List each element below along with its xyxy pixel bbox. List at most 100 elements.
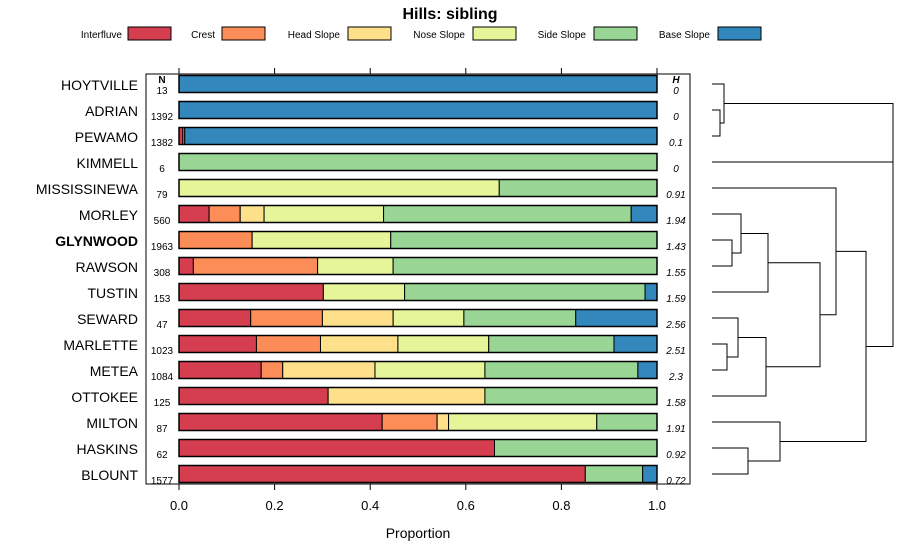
- dendrogram-link-6: [712, 343, 728, 371]
- h-value-morley: 1.94: [666, 216, 686, 227]
- bar-metea-interfluve: [178, 361, 262, 379]
- bar-marlette-crest: [255, 335, 321, 353]
- dendrogram-link-13: [780, 250, 867, 442]
- bar-mississinewa-side-slope: [498, 179, 658, 197]
- legend-label-side-slope: Side Slope: [538, 30, 587, 41]
- bar-outline-hoytville: [178, 74, 658, 94]
- n-value-tustin: 153: [154, 294, 171, 305]
- bar-metea-nose-slope: [374, 361, 486, 379]
- legend-swatch-crest: [221, 26, 266, 41]
- bar-seward-interfluve: [178, 309, 252, 327]
- bar-milton-head-slope: [436, 413, 450, 431]
- chart-title: Hills: sibling: [402, 6, 497, 23]
- bar-tustin-side-slope: [404, 283, 646, 301]
- h-column-header: H: [672, 75, 680, 86]
- bar-milton-side-slope: [596, 413, 658, 431]
- row-marlette: MARLETTE 1023 2.51: [63, 334, 686, 357]
- bar-outline-ottokee: [178, 386, 658, 406]
- n-value-hoytville: 13: [156, 86, 168, 97]
- row-label-blount: BLOUNT: [81, 467, 138, 483]
- bar-ottokee-head-slope: [327, 387, 486, 405]
- bar-ottokee-interfluve: [178, 387, 329, 405]
- row-label-tustin: TUSTIN: [87, 285, 138, 301]
- legend-swatch-base-slope: [717, 26, 762, 41]
- bar-glynwood-side-slope: [390, 231, 658, 249]
- dendrogram-link-8: [712, 337, 767, 397]
- x-tick-label-4: 0.8: [552, 498, 570, 513]
- h-value-seward: 2.56: [665, 320, 686, 331]
- dendrogram-link-14: [712, 161, 894, 347]
- n-value-marlette: 1023: [151, 346, 174, 357]
- row-label-haskins: HASKINS: [77, 441, 138, 457]
- row-label-adrian: ADRIAN: [85, 103, 138, 119]
- bar-pewamo-base-slope: [184, 127, 658, 145]
- h-value-milton: 1.91: [666, 424, 685, 435]
- h-value-ottokee: 1.58: [666, 398, 686, 409]
- dendrogram-link-9: [766, 262, 821, 368]
- bar-seward-crest: [250, 309, 323, 327]
- n-value-ottokee: 125: [154, 398, 171, 409]
- bar-marlette-interfluve: [178, 335, 257, 353]
- bar-ottokee-side-slope: [484, 387, 658, 405]
- n-value-adrian: 1392: [151, 112, 174, 123]
- bar-marlette-side-slope: [488, 335, 615, 353]
- bar-glynwood-crest: [178, 231, 253, 249]
- row-label-seward: SEWARD: [77, 311, 138, 327]
- row-label-hoytville: HOYTVILLE: [61, 77, 138, 93]
- x-tick-label-2: 0.4: [361, 498, 379, 513]
- n-column-header: N: [158, 75, 165, 86]
- bar-outline-haskins: [178, 438, 658, 458]
- legend-label-head-slope: Head Slope: [288, 30, 341, 41]
- row-label-marlette: MARLETTE: [63, 337, 138, 353]
- legend-swatch-nose-slope: [472, 26, 517, 41]
- h-value-mississinewa: 0.91: [666, 190, 685, 201]
- bar-outline-kimmell: [178, 152, 658, 172]
- h-value-hoytville: 0: [673, 86, 679, 97]
- bar-outline-milton: [178, 412, 658, 432]
- row-pewamo: PEWAMO 1382 0.1: [75, 126, 683, 149]
- row-blount: BLOUNT 1577 0.72: [81, 464, 686, 487]
- row-ottokee: OTTOKEE 125 1.58: [71, 386, 686, 409]
- bar-outline-pewamo: [178, 126, 658, 146]
- bar-outline-adrian: [178, 100, 658, 120]
- row-adrian: ADRIAN 1392 0: [85, 100, 679, 123]
- row-label-pewamo: PEWAMO: [75, 129, 138, 145]
- bar-milton-nose-slope: [448, 413, 598, 431]
- bar-metea-base-slope: [637, 361, 658, 379]
- n-value-blount: 1577: [151, 476, 174, 487]
- row-hoytville: HOYTVILLE 13 0: [61, 74, 679, 97]
- legend-swatch-head-slope: [347, 26, 392, 41]
- bar-mississinewa-nose-slope: [178, 179, 500, 197]
- n-value-kimmell: 6: [159, 164, 165, 175]
- row-rawson: RAWSON 308 1.55: [76, 256, 686, 279]
- bar-tustin-interfluve: [178, 283, 324, 301]
- bar-morley-head-slope: [239, 205, 265, 223]
- bar-rawson-nose-slope: [317, 257, 394, 275]
- bar-seward-nose-slope: [392, 309, 465, 327]
- bar-rawson-side-slope: [392, 257, 658, 275]
- row-metea: METEA 1084 2.3: [90, 360, 683, 383]
- bar-marlette-head-slope: [319, 335, 399, 353]
- bar-outline-blount: [178, 464, 658, 484]
- h-value-marlette: 2.51: [665, 346, 685, 357]
- dendrogram-link-12: [712, 421, 781, 462]
- bar-tustin-base-slope: [644, 283, 658, 301]
- dendrogram-link-7: [712, 317, 739, 358]
- plot-frame: [145, 73, 691, 485]
- h-value-kimmell: 0: [673, 164, 679, 175]
- bar-milton-interfluve: [178, 413, 383, 431]
- dendrogram-link-10: [712, 187, 837, 316]
- x-tick-label-3: 0.6: [457, 498, 475, 513]
- dendrogram-link-15: [724, 103, 894, 255]
- bar-rows: HOYTVILLE 13 0 ADRIAN 1392 0 PEWAMO 1382 0.1 KIMM…: [36, 74, 686, 487]
- bar-outline-tustin: [178, 282, 658, 302]
- bar-hoytville-base-slope: [178, 75, 658, 93]
- row-label-milton: MILTON: [86, 415, 138, 431]
- bar-glynwood-nose-slope: [251, 231, 392, 249]
- bar-blount-interfluve: [178, 465, 586, 483]
- bar-metea-crest: [260, 361, 284, 379]
- n-value-mississinewa: 79: [156, 190, 168, 201]
- legend-label-crest: Crest: [191, 30, 215, 41]
